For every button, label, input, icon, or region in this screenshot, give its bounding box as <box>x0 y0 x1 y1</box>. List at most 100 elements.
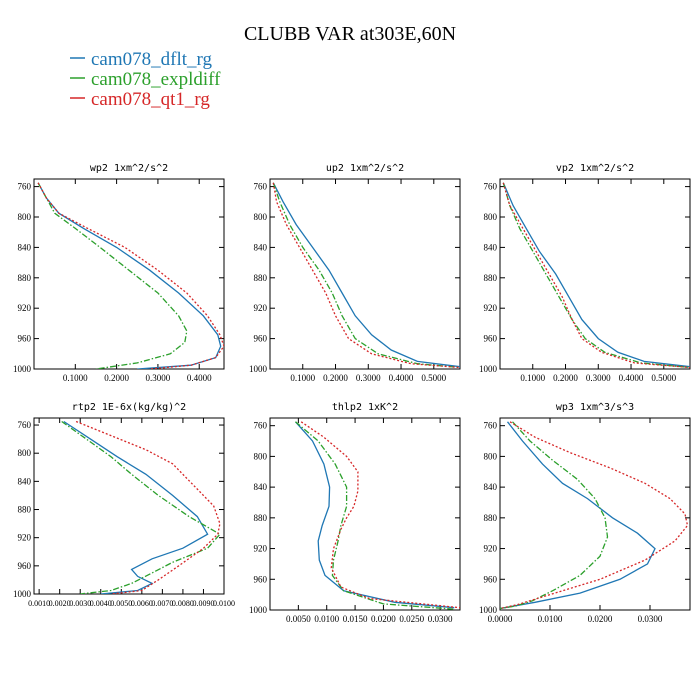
y-tick-label: 1000 <box>249 364 268 374</box>
y-tick-label: 880 <box>18 273 32 283</box>
panel-title: rtp2 1E-6x(kg/kg)^2 <box>72 402 186 413</box>
x-tick-label: 0.0000 <box>488 614 513 624</box>
y-tick-label: 960 <box>484 334 498 344</box>
y-tick-label: 920 <box>18 303 32 313</box>
x-tick-label: 0.0090 <box>192 599 214 608</box>
legend-label-dflt: cam078_dflt_rg <box>91 49 213 70</box>
x-tick-label: 0.0060 <box>131 599 153 608</box>
panel-title: thlp2 1xK^2 <box>332 402 398 413</box>
y-tick-label: 800 <box>484 212 498 222</box>
plot-frame <box>499 417 691 611</box>
y-tick-label: 880 <box>18 505 32 515</box>
y-tick-label: 760 <box>254 182 268 192</box>
x-tick-label: 0.1000 <box>63 373 88 383</box>
series-line-1 <box>37 182 222 369</box>
y-tick-label: 840 <box>254 242 268 252</box>
x-tick-label: 0.4000 <box>187 373 212 383</box>
x-tick-label: 0.4000 <box>619 373 644 383</box>
series-line-3 <box>75 420 221 594</box>
x-tick-label: 0.5000 <box>651 373 676 383</box>
plot-frame <box>33 417 225 595</box>
x-tick-label: 0.0040 <box>90 599 112 608</box>
series-line-2 <box>37 182 188 369</box>
y-tick-label: 760 <box>484 182 498 192</box>
x-tick-label: 0.0250 <box>399 614 424 624</box>
legend: cam078_dflt_rg cam078_expldiff cam078_qt… <box>70 49 221 110</box>
y-tick-label: 760 <box>18 420 32 430</box>
x-tick-label: 0.0080 <box>172 599 194 608</box>
x-tick-label: 0.2000 <box>104 373 129 383</box>
panel-1: wp2 1xm^2/s^2 760 800 840 880 920 960 1000 0.100… <box>13 163 225 383</box>
x-tick-label: 0.1000 <box>520 373 545 383</box>
y-tick-label: 1000 <box>249 605 268 615</box>
x-tick-label: 0.4000 <box>389 373 414 383</box>
plot-frame <box>269 178 461 370</box>
figure-title: CLUBB VAR at303E,60N <box>244 23 456 45</box>
y-tick-label: 920 <box>254 303 268 313</box>
panel-title: vp2 1xm^2/s^2 <box>556 163 634 174</box>
x-tick-label: 0.0100 <box>538 614 563 624</box>
x-tick-label: 0.3000 <box>356 373 381 383</box>
series-line-2 <box>502 182 690 369</box>
panel-title: up2 1xm^2/s^2 <box>326 163 404 174</box>
panel-3: vp2 1xm^2/s^2 760 800 840 880 920 960 1000 0.100… <box>479 163 691 383</box>
y-tick-label: 800 <box>18 212 32 222</box>
series-line-2 <box>272 182 460 369</box>
series-line-2 <box>61 420 221 594</box>
y-tick-label: 1000 <box>479 364 498 374</box>
x-tick-label: 0.5000 <box>421 373 446 383</box>
legend-label-expldiff: cam078_expldiff <box>91 69 221 90</box>
series-line-1 <box>295 421 455 609</box>
plot-frame <box>499 178 691 370</box>
panel-title: wp3 1xm^3/s^3 <box>556 402 634 413</box>
y-tick-label: 840 <box>484 482 498 492</box>
y-tick-label: 1000 <box>13 364 32 374</box>
panels: wp2 1xm^2/s^2 760 800 840 880 920 960 1000 0.100… <box>13 163 691 624</box>
x-tick-label: 0.0070 <box>151 599 173 608</box>
series-line-1 <box>272 182 460 368</box>
x-tick-label: 0.3000 <box>586 373 611 383</box>
y-tick-label: 760 <box>484 421 498 431</box>
y-tick-label: 960 <box>18 561 32 571</box>
y-tick-label: 840 <box>18 242 32 252</box>
y-tick-label: 800 <box>254 212 268 222</box>
y-tick-label: 760 <box>254 421 268 431</box>
y-tick-label: 960 <box>254 574 268 584</box>
legend-label-qt1: cam078_qt1_rg <box>91 89 210 110</box>
y-tick-label: 800 <box>18 448 32 458</box>
x-tick-label: 0.0030 <box>69 599 91 608</box>
x-tick-label: 0.0050 <box>110 599 132 608</box>
y-tick-label: 920 <box>18 533 32 543</box>
y-tick-label: 920 <box>484 303 498 313</box>
y-tick-label: 800 <box>254 451 268 461</box>
series-line-2 <box>295 421 455 610</box>
series-line-1 <box>500 421 656 610</box>
panel-6: wp3 1xm^3/s^3 760 800 840 880 920 960 10000.000… <box>479 402 691 624</box>
y-tick-label: 760 <box>18 182 32 192</box>
panel-4: rtp2 1E-6x(kg/kg)^2 760 800 840 880 920 960 100… <box>13 402 235 608</box>
series-line-3 <box>300 421 460 609</box>
y-tick-label: 960 <box>484 574 498 584</box>
y-tick-label: 1000 <box>479 605 498 615</box>
x-tick-label: 0.0050 <box>286 614 311 624</box>
y-tick-label: 880 <box>484 273 498 283</box>
x-tick-label: 0.0100 <box>213 599 235 608</box>
x-tick-label: 0.2000 <box>323 373 348 383</box>
y-tick-label: 880 <box>484 513 498 523</box>
x-tick-label: 0.0300 <box>638 614 663 624</box>
series-line-3 <box>37 182 224 369</box>
y-tick-label: 840 <box>254 482 268 492</box>
series-line-3 <box>502 182 690 369</box>
y-tick-label: 800 <box>484 451 498 461</box>
y-tick-label: 920 <box>484 544 498 554</box>
x-tick-label: 0.1000 <box>290 373 315 383</box>
y-tick-label: 1000 <box>13 589 32 599</box>
x-tick-label: 0.0300 <box>428 614 453 624</box>
series-line-1 <box>502 182 690 368</box>
x-tick-label: 0.0020 <box>49 599 71 608</box>
x-tick-label: 0.2000 <box>553 373 578 383</box>
y-tick-label: 840 <box>18 476 32 486</box>
y-tick-label: 880 <box>254 513 268 523</box>
y-tick-label: 960 <box>254 334 268 344</box>
